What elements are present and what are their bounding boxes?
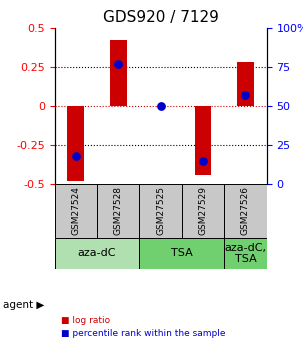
Point	[201, 158, 205, 164]
FancyBboxPatch shape	[55, 184, 97, 238]
Text: GSM27529: GSM27529	[198, 186, 208, 235]
Bar	[237, 62, 254, 106]
Text: ■ percentile rank within the sample: ■ percentile rank within the sample	[61, 329, 225, 338]
FancyBboxPatch shape	[139, 238, 224, 269]
Text: GSM27526: GSM27526	[241, 186, 250, 235]
Point	[158, 103, 163, 109]
Point	[73, 153, 78, 159]
Bar	[195, 106, 211, 175]
Point	[116, 61, 121, 66]
Text: aza-dC: aza-dC	[78, 248, 116, 258]
FancyBboxPatch shape	[97, 184, 139, 238]
Text: GSM27525: GSM27525	[156, 186, 165, 235]
Text: agent ▶: agent ▶	[3, 300, 45, 310]
Text: GSM27524: GSM27524	[71, 187, 80, 235]
Point	[243, 92, 248, 98]
Bar	[67, 106, 84, 181]
Bar	[110, 40, 127, 106]
FancyBboxPatch shape	[139, 184, 182, 238]
Text: GSM27528: GSM27528	[114, 186, 123, 235]
Text: TSA: TSA	[171, 248, 193, 258]
FancyBboxPatch shape	[224, 238, 267, 269]
FancyBboxPatch shape	[182, 184, 224, 238]
Text: ■ log ratio: ■ log ratio	[61, 316, 110, 325]
FancyBboxPatch shape	[224, 184, 267, 238]
Text: aza-dC,
TSA: aza-dC, TSA	[225, 243, 266, 264]
Title: GDS920 / 7129: GDS920 / 7129	[103, 10, 218, 25]
FancyBboxPatch shape	[55, 238, 139, 269]
